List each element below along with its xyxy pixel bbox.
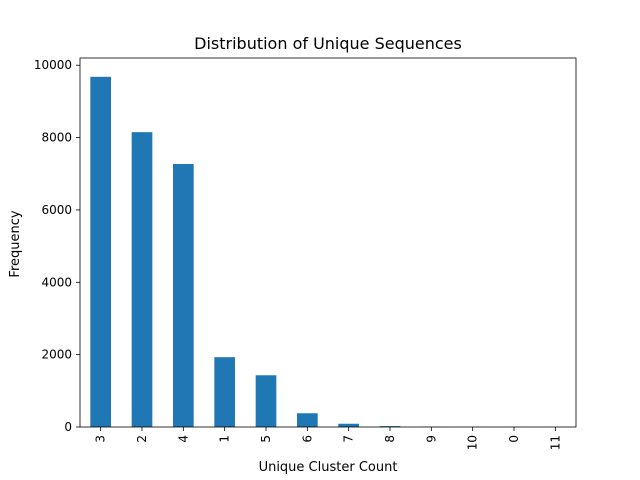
x-tick-label-2: 2 — [135, 435, 149, 443]
bar-8 — [379, 426, 401, 427]
x-tick-label-3: 3 — [94, 435, 108, 443]
x-tick-label-0: 0 — [507, 435, 521, 443]
y-tick-label-4000: 4000 — [41, 275, 72, 289]
plot-frame — [79, 57, 577, 428]
x-tick-label-4: 4 — [176, 435, 190, 443]
bar-1 — [214, 357, 235, 427]
x-tick-label-6: 6 — [300, 435, 314, 443]
x-tick-label-9: 9 — [424, 435, 438, 443]
x-tick-label-1: 1 — [218, 435, 232, 443]
bar-7 — [338, 423, 359, 427]
y-tick-label-10000: 10000 — [34, 58, 72, 72]
chart-title: Distribution of Unique Sequences — [194, 34, 462, 53]
y-tick-label-0: 0 — [64, 420, 72, 434]
y-tick-label-6000: 6000 — [41, 203, 72, 217]
x-tick-label-11: 11 — [548, 435, 562, 450]
bars-layer — [90, 76, 566, 428]
y-axis-label: Frequency — [8, 210, 23, 277]
bar-2 — [131, 132, 153, 428]
x-tick-label-7: 7 — [342, 435, 356, 443]
y-ticks-layer: 0 2000 4000 6000 8000 10000 — [34, 58, 80, 434]
x-ticks-layer: 3 2 4 1 5 6 7 8 9 10 0 11 — [94, 427, 562, 450]
x-tick-label-8: 8 — [383, 435, 397, 443]
y-tick-label-2000: 2000 — [41, 348, 72, 362]
x-axis-label: Unique Cluster Count — [259, 460, 398, 475]
bar-6 — [297, 413, 318, 427]
bar-3 — [90, 76, 111, 427]
bar-5 — [255, 375, 277, 427]
x-tick-label-10: 10 — [466, 435, 480, 450]
bar-4 — [173, 163, 194, 427]
y-tick-label-8000: 8000 — [41, 131, 72, 145]
x-tick-label-5: 5 — [259, 435, 273, 443]
